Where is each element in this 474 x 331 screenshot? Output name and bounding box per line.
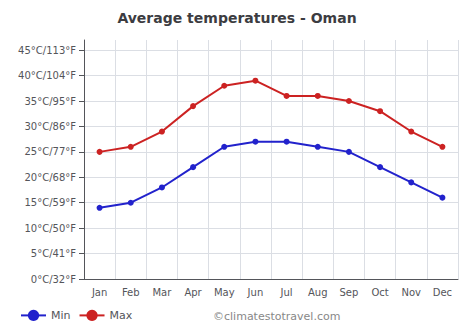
svg-text:25°C/77°F: 25°C/77°F	[24, 146, 76, 157]
svg-text:Dec: Dec	[433, 287, 452, 298]
svg-text:Aug: Aug	[308, 287, 328, 298]
svg-text:Jul: Jul	[280, 287, 293, 298]
svg-text:Apr: Apr	[184, 287, 202, 298]
svg-text:Oct: Oct	[371, 287, 388, 298]
svg-text:Mar: Mar	[152, 287, 172, 298]
svg-text:Feb: Feb	[122, 287, 140, 298]
svg-text:5°C/41°F: 5°C/41°F	[31, 248, 76, 259]
svg-text:©climatestotravel.com: ©climatestotravel.com	[213, 310, 340, 323]
svg-text:45°C/113°F: 45°C/113°F	[18, 45, 76, 56]
svg-text:Nov: Nov	[401, 287, 421, 298]
svg-text:15°C/59°F: 15°C/59°F	[24, 197, 76, 208]
svg-text:30°C/86°F: 30°C/86°F	[24, 121, 76, 132]
svg-text:0°C/32°F: 0°C/32°F	[31, 274, 76, 285]
svg-text:May: May	[214, 287, 235, 298]
svg-text:Jan: Jan	[91, 287, 107, 298]
svg-text:20°C/68°F: 20°C/68°F	[24, 172, 76, 183]
svg-text:35°C/95°F: 35°C/95°F	[24, 96, 76, 107]
svg-text:40°C/104°F: 40°C/104°F	[18, 70, 76, 81]
svg-text:Average temperatures - Oman: Average temperatures - Oman	[117, 10, 356, 26]
svg-text:Sep: Sep	[339, 287, 358, 298]
svg-text:Max: Max	[110, 309, 133, 322]
svg-text:Min: Min	[51, 309, 71, 322]
svg-text:Jun: Jun	[247, 287, 264, 298]
svg-text:10°C/50°F: 10°C/50°F	[24, 223, 76, 234]
